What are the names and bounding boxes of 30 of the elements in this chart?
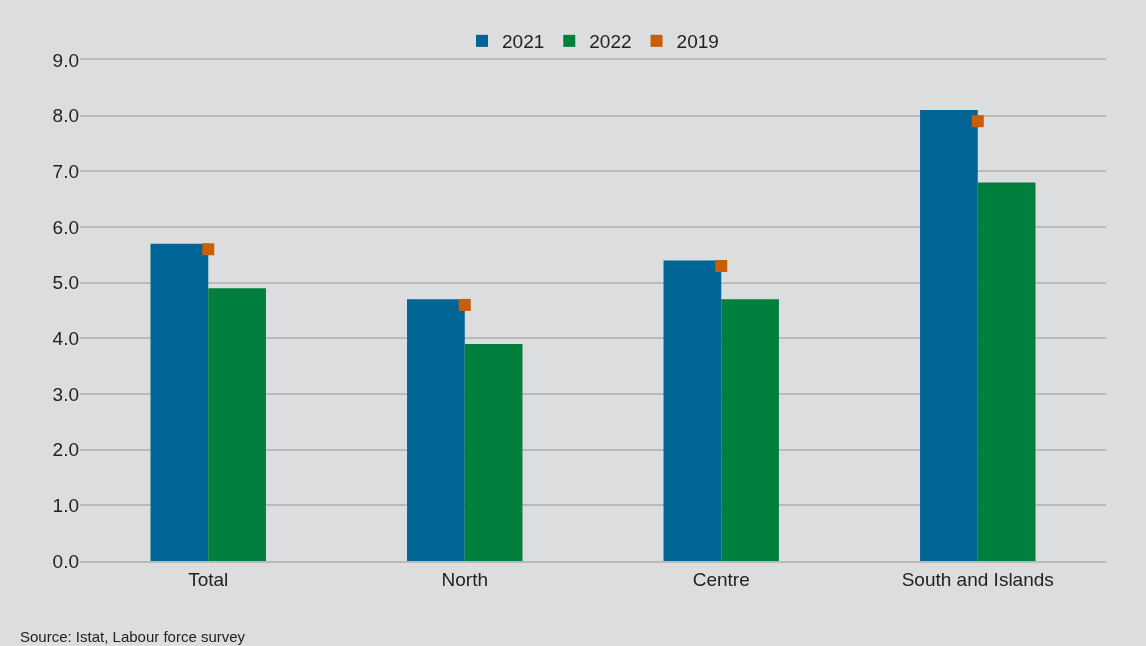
y-tick-label: 4.0 — [52, 327, 79, 349]
x-tick-label: Total — [188, 568, 229, 590]
x-tick-label: South and Islands — [901, 568, 1054, 590]
point — [715, 259, 728, 272]
y-tick-label: 9.0 — [52, 49, 79, 71]
y-tick-label: 7.0 — [52, 160, 79, 182]
legend-label: 2019 — [676, 31, 719, 53]
legend-label: 2021 — [502, 31, 545, 53]
bar — [977, 182, 1036, 561]
source-note: Source: Istat, Labour force survey — [20, 628, 246, 645]
y-tick-label: 6.0 — [52, 216, 79, 238]
bar — [150, 243, 209, 561]
bar — [208, 288, 266, 561]
x-tick-label: Centre — [692, 568, 750, 590]
bar — [407, 299, 465, 561]
y-tick-label: 2.0 — [52, 439, 79, 461]
y-tick-label: 8.0 — [52, 105, 79, 127]
bar — [464, 343, 523, 561]
bar — [721, 299, 779, 561]
point — [202, 243, 215, 256]
y-tick-label: 3.0 — [52, 383, 79, 405]
legend-label: 2022 — [589, 31, 632, 53]
y-tick-label: 5.0 — [52, 272, 79, 294]
x-tick-label: North — [441, 568, 488, 590]
bar — [663, 260, 722, 561]
point — [458, 298, 471, 311]
point — [971, 115, 984, 128]
y-tick-label: 1.0 — [52, 494, 79, 516]
bar — [920, 110, 978, 561]
y-tick-label: 0.0 — [52, 550, 79, 572]
